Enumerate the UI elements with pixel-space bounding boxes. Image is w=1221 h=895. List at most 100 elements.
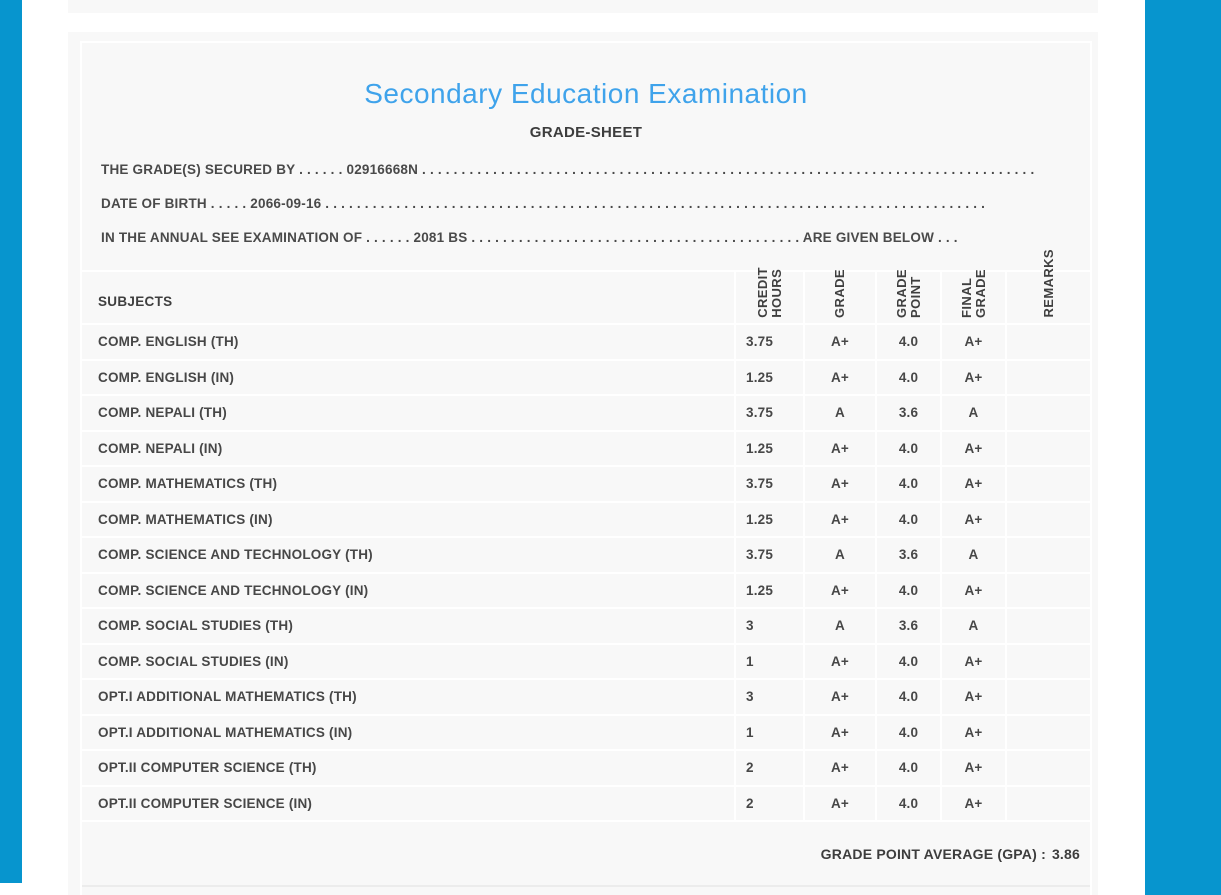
cell-final-grade: A+ xyxy=(940,680,1005,714)
intro-line-grades-secured-by: THE GRADE(S) SECURED BY . . . . . . 0291… xyxy=(101,162,1035,177)
cell-remarks xyxy=(1005,573,1090,607)
cell-credit-hours: 3 xyxy=(734,680,803,714)
table-row: COMP. NEPALI (TH) 3.75 A 3.6 A xyxy=(82,396,1090,432)
gradesheet-panel: Secondary Education Examination GRADE-SH… xyxy=(68,32,1098,895)
cell-final-grade: A+ xyxy=(940,786,1005,820)
gpa-value: 3.86 xyxy=(1051,845,1080,862)
cell-subject: COMP. NEPALI (TH) xyxy=(98,405,227,421)
cell-subject: OPT.I ADDITIONAL MATHEMATICS (TH) xyxy=(98,689,357,705)
intro-line-date-of-birth: DATE OF BIRTH . . . . . 2066-09-16 . . .… xyxy=(101,196,986,211)
cell-grade-point: 4.0 xyxy=(875,751,940,785)
table-row: COMP. ENGLISH (IN) 1.25 A+ 4.0 A+ xyxy=(82,360,1090,396)
cell-grade-point: 3.6 xyxy=(875,538,940,572)
left-accent-bar xyxy=(0,0,22,883)
cell-final-grade: A+ xyxy=(940,644,1005,678)
header-final-grade-label: FINAL GRADE xyxy=(958,269,988,318)
right-accent-bar xyxy=(1145,0,1221,895)
cell-remarks xyxy=(1005,502,1090,536)
page-title: Secondary Education Examination xyxy=(364,78,808,109)
cell-grade: A+ xyxy=(803,751,875,785)
top-strip xyxy=(68,0,1098,13)
cell-grade-point: 4.0 xyxy=(875,467,940,501)
intro-line-examination-of: IN THE ANNUAL SEE EXAMINATION OF . . . .… xyxy=(101,230,958,245)
header-credit-hours: CREDIT HOURS xyxy=(734,267,803,323)
cell-credit-hours: 1.25 xyxy=(734,431,803,465)
cell-remarks xyxy=(1005,325,1090,359)
cell-grade: A+ xyxy=(803,360,875,394)
cell-grade-point: 4.0 xyxy=(875,715,940,749)
cell-grade-point: 4.0 xyxy=(875,431,940,465)
table-row: COMP. SOCIAL STUDIES (TH) 3 A 3.6 A xyxy=(82,609,1090,645)
cell-remarks xyxy=(1005,538,1090,572)
cell-final-grade: A+ xyxy=(940,325,1005,359)
cell-subject: COMP. SOCIAL STUDIES (IN) xyxy=(98,653,289,669)
cell-credit-hours: 1.25 xyxy=(734,502,803,536)
cell-final-grade: A+ xyxy=(940,751,1005,785)
cell-grade: A+ xyxy=(803,431,875,465)
cell-grade-point: 3.6 xyxy=(875,396,940,430)
cell-credit-hours: 3.75 xyxy=(734,325,803,359)
cell-grade: A+ xyxy=(803,573,875,607)
cell-subject: COMP. ENGLISH (TH) xyxy=(98,334,239,350)
cell-credit-hours: 1.25 xyxy=(734,573,803,607)
header-subjects-label: SUBJECTS xyxy=(98,294,173,309)
cell-subject: COMP. SOCIAL STUDIES (TH) xyxy=(98,618,294,634)
cell-grade: A+ xyxy=(803,680,875,714)
cell-grade: A xyxy=(803,538,875,572)
table-row: COMP. NEPALI (IN) 1.25 A+ 4.0 A+ xyxy=(82,431,1090,467)
cell-credit-hours: 3.75 xyxy=(734,538,803,572)
cell-final-grade: A+ xyxy=(940,715,1005,749)
cell-grade-point: 3.6 xyxy=(875,609,940,643)
table-row: OPT.II COMPUTER SCIENCE (TH) 2 A+ 4.0 A+ xyxy=(82,751,1090,787)
cell-credit-hours: 1 xyxy=(734,644,803,678)
table-body: COMP. ENGLISH (TH) 3.75 A+ 4.0 A+ COMP. ENGLI… xyxy=(82,325,1090,822)
cell-subject: COMP. SCIENCE AND TECHNOLOGY (TH) xyxy=(98,547,373,563)
cell-subject: COMP. ENGLISH (IN) xyxy=(98,369,235,385)
cell-subject: COMP. MATHEMATICS (TH) xyxy=(98,476,278,492)
table-row: OPT.I ADDITIONAL MATHEMATICS (IN) 1 A+ 4.0 A… xyxy=(82,715,1090,751)
cell-credit-hours: 3.75 xyxy=(734,467,803,501)
cell-credit-hours: 1 xyxy=(734,715,803,749)
cell-subject: COMP. NEPALI (IN) xyxy=(98,440,223,456)
gpa-row: GRADE POINT AVERAGE (GPA) : 3.86 xyxy=(82,822,1090,887)
cell-remarks xyxy=(1005,680,1090,714)
gradesheet-panel-inner: Secondary Education Examination GRADE-SH… xyxy=(80,41,1092,895)
table-row: OPT.II COMPUTER SCIENCE (IN) 2 A+ 4.0 A+ xyxy=(82,786,1090,822)
cell-credit-hours: 2 xyxy=(734,786,803,820)
cell-grade-point: 4.0 xyxy=(875,573,940,607)
cell-grade-point: 4.0 xyxy=(875,786,940,820)
cell-remarks xyxy=(1005,431,1090,465)
table-row: COMP. MATHEMATICS (IN) 1.25 A+ 4.0 A+ xyxy=(82,502,1090,538)
cell-final-grade: A+ xyxy=(940,467,1005,501)
cell-subject: OPT.II COMPUTER SCIENCE (IN) xyxy=(98,795,313,811)
cell-final-grade: A+ xyxy=(940,573,1005,607)
cell-remarks xyxy=(1005,609,1090,643)
intro-section: THE GRADE(S) SECURED BY . . . . . . 0291… xyxy=(82,153,1090,255)
cell-grade-point: 4.0 xyxy=(875,502,940,536)
cell-grade-point: 4.0 xyxy=(875,680,940,714)
cell-final-grade: A+ xyxy=(940,360,1005,394)
table-header-row: SUBJECTS CREDIT HOURS GRADE GRADE POINT … xyxy=(82,249,1090,325)
cell-remarks xyxy=(1005,467,1090,501)
cell-subject: OPT.II COMPUTER SCIENCE (TH) xyxy=(98,760,317,776)
cell-remarks xyxy=(1005,786,1090,820)
cell-grade: A+ xyxy=(803,786,875,820)
cell-grade: A+ xyxy=(803,325,875,359)
header-grade-point: GRADE POINT xyxy=(875,269,940,323)
cell-final-grade: A xyxy=(940,396,1005,430)
cell-subject: COMP. MATHEMATICS (IN) xyxy=(98,511,273,527)
header-final-grade: FINAL GRADE xyxy=(940,269,1005,323)
table-row: COMP. MATHEMATICS (TH) 3.75 A+ 4.0 A+ xyxy=(82,467,1090,503)
cell-grade: A xyxy=(803,609,875,643)
cell-remarks xyxy=(1005,751,1090,785)
header-remarks-label: REMARKS xyxy=(1040,249,1056,318)
header-grade: GRADE xyxy=(803,269,875,323)
gradesheet-subtitle: GRADE-SHEET xyxy=(529,124,643,141)
cell-final-grade: A+ xyxy=(940,502,1005,536)
header-grade-point-label: GRADE POINT xyxy=(893,269,923,318)
cell-subject: OPT.I ADDITIONAL MATHEMATICS (IN) xyxy=(98,724,353,740)
cell-remarks xyxy=(1005,360,1090,394)
cell-grade: A+ xyxy=(803,715,875,749)
cell-grade-point: 4.0 xyxy=(875,360,940,394)
cell-credit-hours: 1.25 xyxy=(734,360,803,394)
